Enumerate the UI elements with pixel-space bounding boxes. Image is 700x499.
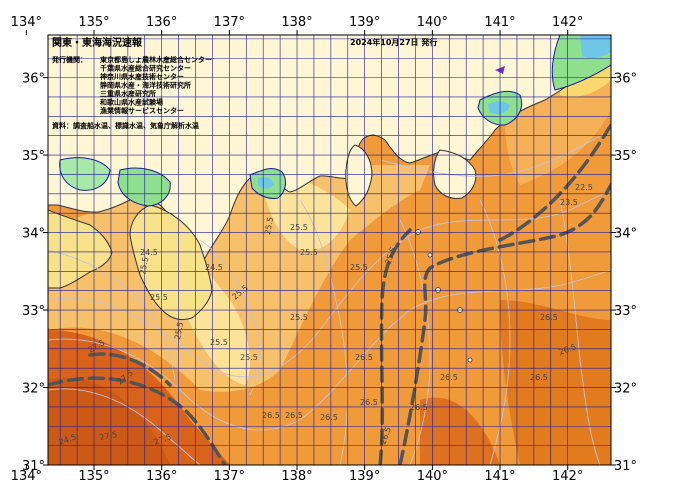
publisher-heading: 発行機関： xyxy=(51,55,87,64)
isotherm-label: 24.5 xyxy=(140,248,158,257)
isotherm-label: 26.5 xyxy=(440,373,458,382)
longitude-labels-top: 134° 135° 136° 137° 138° 139° 140° 141° 142° xyxy=(11,15,584,30)
land-honshu xyxy=(48,35,611,268)
isotherm-label: 25.5 xyxy=(150,293,168,302)
map-frame xyxy=(47,34,612,466)
isotherm-label: 26.5 xyxy=(320,413,338,422)
longitude-label: 135° xyxy=(78,15,109,30)
graticule xyxy=(48,35,611,466)
longitude-label: 135° xyxy=(78,469,109,484)
longitude-label: 134° xyxy=(11,469,42,484)
longitude-label: 137° xyxy=(214,469,245,484)
isotherm-label: 26.5 xyxy=(355,353,373,362)
isotherm-label: 25.5 xyxy=(290,313,308,322)
issue-date: 2024年10月27日 発行 xyxy=(350,37,437,47)
publisher-name: 静岡県水産・海洋技術研究所 xyxy=(100,81,191,90)
longitude-label: 136° xyxy=(146,469,177,484)
longitude-label: 142° xyxy=(552,469,583,484)
publisher-name: 神奈川県水産技術センター xyxy=(100,72,184,81)
isotherm-label: 26.5 xyxy=(540,313,558,322)
isotherm-label: 25.5 xyxy=(350,263,368,272)
longitude-label: 140° xyxy=(417,469,448,484)
longitude-label: 138° xyxy=(281,469,312,484)
bay-tokyo-cold xyxy=(488,101,510,114)
bay-osaka xyxy=(117,167,171,207)
island-miyake xyxy=(435,287,441,293)
isotherm-label: 25.5 xyxy=(240,353,258,362)
isotherm-label: 26.5 xyxy=(262,411,280,420)
map-title: 関東・東海海況速報 xyxy=(52,36,143,49)
isotherm-label: 24.5 xyxy=(205,263,223,272)
latitude-label: 36° xyxy=(22,72,45,87)
latitude-label: 35° xyxy=(614,149,637,164)
longitude-label: 139° xyxy=(349,15,380,30)
longitude-label: 142° xyxy=(552,15,583,30)
isotherm-label: 27.5 xyxy=(99,430,118,442)
tick-marks xyxy=(25,30,616,470)
longitude-label: 141° xyxy=(484,15,515,30)
longitude-label: 140° xyxy=(417,15,448,30)
isotherm-label: 25.5 xyxy=(290,223,308,232)
publisher-name: 漁業情報サービスセンター xyxy=(100,106,184,115)
latitude-label: 33° xyxy=(22,304,45,319)
isotherm-label: 25.5 xyxy=(138,256,150,275)
latitude-label: 32° xyxy=(614,382,637,397)
kuroshio-axis xyxy=(48,123,611,465)
latitude-labels-right: 31° 32° 33° 34° 35° 36° xyxy=(614,72,637,474)
isotherm-label: 26.5 xyxy=(360,398,378,407)
publisher-name: 和歌山県水産試験場 xyxy=(99,98,163,107)
sea-zone-east-warm xyxy=(500,300,611,465)
latitude-label: 32° xyxy=(22,382,45,397)
land-izu-peninsula xyxy=(345,144,373,207)
longitude-label: 136° xyxy=(146,15,177,30)
latitude-label: 36° xyxy=(614,72,637,87)
publisher-list: 東京都島しょ農林水産総合センター千葉県水産総合研究センター神奈川県水産技術センタ… xyxy=(99,55,212,115)
bay-ise-cold xyxy=(258,177,274,189)
isotherm-label: 25.5 xyxy=(173,321,185,340)
isotherm-label: 25.5 xyxy=(300,248,318,257)
data-sources: 資料：調査船水温、標識水温、気象庁解析水温 xyxy=(52,121,199,130)
isotherm-label: 26.5 xyxy=(530,373,548,382)
isotherm-label: 26.5 xyxy=(285,411,303,420)
longitude-labels-bottom: 134° 135° 136° 137° 138° 139° 140° 141° 142° xyxy=(11,469,584,484)
publisher-name: 三重県水産研究所 xyxy=(100,89,156,98)
latitude-label: 35° xyxy=(22,149,45,164)
longitude-label: 138° xyxy=(281,15,312,30)
latitude-label: 31° xyxy=(614,459,637,474)
latitude-label: 31° xyxy=(22,459,45,474)
island-hachijo xyxy=(467,357,473,363)
longitude-label: 134° xyxy=(11,15,42,30)
isotherm-label: 23.5 xyxy=(560,198,578,207)
isotherm-label: 25.5 xyxy=(263,216,275,235)
latitude-labels-left: 31° 32° 33° 34° 35° 36° xyxy=(22,72,45,474)
latitude-label: 34° xyxy=(22,227,45,242)
longitude-label: 141° xyxy=(484,469,515,484)
publisher-name: 東京都島しょ農林水産総合センター xyxy=(100,55,212,64)
longitude-label: 139° xyxy=(349,469,380,484)
sea-zone-hottest xyxy=(48,377,170,465)
longitude-label: 137° xyxy=(214,15,245,30)
island-toshima xyxy=(427,252,433,258)
isotherm-label: 22.5 xyxy=(575,183,593,192)
latitude-label: 33° xyxy=(614,304,637,319)
sea-zone-south-warm xyxy=(420,397,500,465)
isotherm-label: 26.5 xyxy=(410,403,428,412)
isotherm-label: 25.5 xyxy=(210,338,228,347)
latitude-label: 34° xyxy=(614,227,637,242)
sea-seto-inland xyxy=(59,157,111,191)
sea-oyashio xyxy=(580,35,611,59)
publisher-name: 千葉県水産総合研究センター xyxy=(100,64,191,73)
